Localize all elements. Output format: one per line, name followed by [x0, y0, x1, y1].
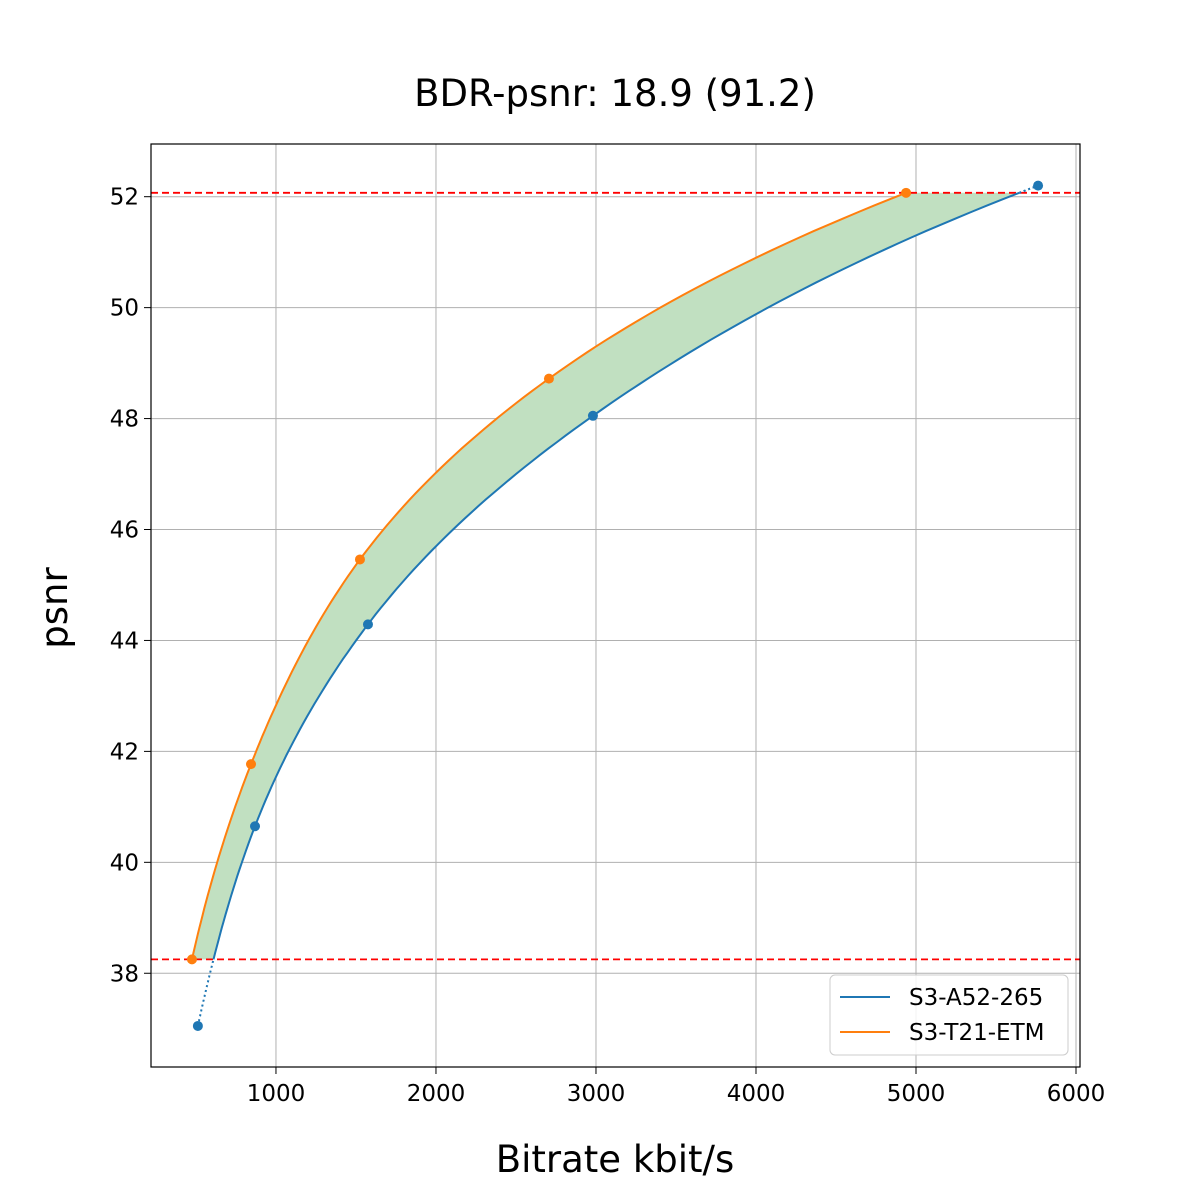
y-tick-label: 44 — [110, 628, 139, 654]
data-point — [192, 1020, 203, 1031]
y-tick-label: 50 — [110, 296, 139, 322]
legend-label-series-2: S3-T21-ETM — [909, 1020, 1044, 1046]
chart-title: BDR-psnr: 18.9 (91.2) — [414, 72, 816, 115]
plot-frame — [150, 143, 1081, 1068]
data-point — [543, 373, 554, 384]
reference-lines — [151, 191, 1080, 961]
y-tick-label: 48 — [110, 407, 139, 433]
series-line — [212, 191, 1020, 960]
y-tick-label: 42 — [110, 739, 139, 765]
series-extrapolation — [196, 959, 215, 1027]
x-tick-label: 1000 — [247, 1081, 306, 1107]
grid — [151, 144, 1080, 1067]
y-tick-label: 38 — [110, 961, 139, 987]
x-tick-label: 4000 — [727, 1081, 786, 1107]
series-extrapolation — [1018, 184, 1039, 194]
legend-label-series-1: S3-A52-265 — [909, 985, 1043, 1011]
y-tick-label: 40 — [110, 850, 139, 876]
x-axis-label: Bitrate kbit/s — [496, 1138, 735, 1181]
data-point — [587, 410, 598, 421]
y-axis-label: psnr — [33, 567, 76, 649]
y-tick-label: 46 — [110, 518, 139, 544]
bd-area-fill — [192, 192, 1020, 960]
data-point — [246, 759, 257, 770]
data-point — [362, 619, 373, 630]
x-tick-label: 3000 — [567, 1081, 626, 1107]
tick-labels: 1000 2000 3000 4000 5000 6000 38 40 42 44 46 48 50 52 — [110, 185, 1106, 1107]
x-tick-label: 6000 — [1047, 1081, 1106, 1107]
data-point — [354, 554, 365, 565]
legend: S3-A52-265 S3-T21-ETM — [829, 974, 1069, 1056]
data-point — [901, 187, 912, 198]
x-tick-label: 2000 — [407, 1081, 466, 1107]
series-line — [191, 191, 907, 960]
y-tick-label: 52 — [110, 185, 139, 211]
series-lines — [186, 180, 1044, 1031]
data-point — [250, 821, 261, 832]
bd-area — [192, 192, 1020, 960]
data-point — [1033, 180, 1044, 191]
data-point — [186, 954, 197, 965]
x-tick-label: 5000 — [887, 1081, 946, 1107]
